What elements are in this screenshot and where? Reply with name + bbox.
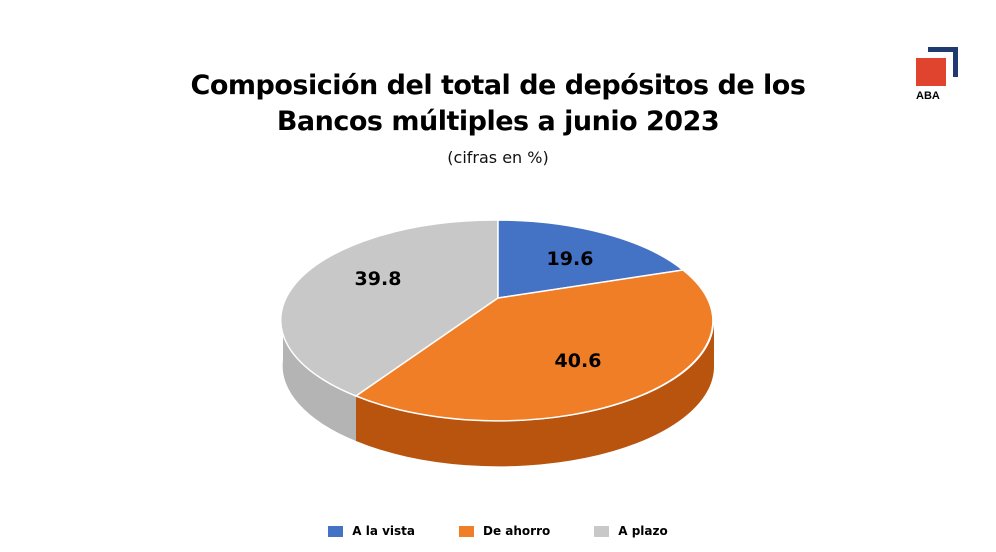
data-label-a-la-vista: 19.6 [547,248,594,270]
data-label-de-ahorro: 40.6 [555,350,602,372]
logo-text: ABA [916,90,940,102]
chart-title-line1: Composición del total de depósitos de lo… [190,70,806,101]
slice-de-ahorro[interactable] [354,269,714,422]
legend-label: De ahorro [483,524,551,538]
legend-swatch-icon [594,525,610,537]
slice-side-a-plazo [282,322,356,441]
legend-item-de-ahorro[interactable]: De ahorro [459,524,550,538]
legend-swatch-icon [459,525,474,537]
chart-subtitle: (cifras en %) [447,148,549,167]
slice-a-plazo[interactable] [280,219,499,397]
chart-title-line2: Bancos múltiples a junio 2023 [276,106,720,137]
legend-item-a-la-vista[interactable]: A la vista [328,524,415,538]
legend-label: A plazo [618,524,668,538]
slice-side-de-ahorro [356,325,714,467]
legend-label: A la vista [352,524,415,538]
aba-logo-icon [916,47,958,86]
legend: A la vista De ahorro A plazo [0,524,996,538]
data-label-a-plazo: 39.8 [355,268,402,290]
chart-title: Composición del total de depósitos de lo… [0,68,996,140]
slice-a-la-vista[interactable] [497,219,685,299]
legend-item-a-plazo[interactable]: A plazo [594,524,668,538]
legend-swatch-icon [328,525,344,537]
